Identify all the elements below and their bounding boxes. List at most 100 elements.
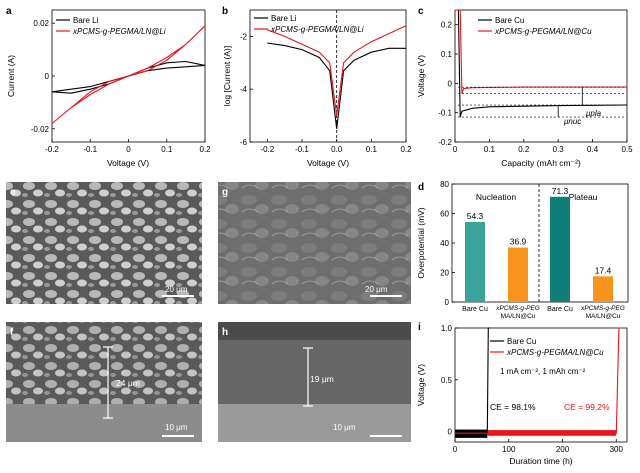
bar-label-d-1: 36.9	[510, 237, 527, 247]
xlabel-i: Duration time (h)	[509, 456, 572, 466]
legend-label-c0: Bare Cu	[495, 16, 524, 25]
panel-letter-d: d	[418, 182, 424, 193]
xtick-label-i-ticks-2: 200	[556, 445, 570, 454]
series-coated-li-b	[267, 25, 407, 116]
plot-frame-b	[249, 9, 407, 143]
legend-label-b0: Bare Li	[271, 14, 297, 23]
panel-letter-g: g	[222, 187, 228, 198]
xtick-label-b-ticks-4: 0.2	[400, 145, 412, 154]
xtick-label-i-ticks-1: 100	[502, 445, 516, 454]
group-label-plateau: Plateau	[569, 192, 598, 202]
xtick-label-c-ticks-1: 0.1	[484, 145, 496, 154]
annotation-mu-nuc: μnuc	[563, 117, 581, 126]
series-coated-cu-c	[455, 9, 627, 94]
series-coated-li-a	[51, 25, 206, 124]
xlabel-b: Voltage (V)	[307, 158, 349, 168]
category-label-d2: Bare Cu	[547, 306, 573, 313]
bar-label-d-0: 54.3	[467, 211, 484, 221]
annotation-mu-pla: μpla	[585, 109, 602, 118]
plot-frame-c	[454, 9, 628, 143]
scale-label-g: 20 μm	[365, 285, 388, 294]
sem-image-g	[218, 182, 411, 304]
bar-d-3	[593, 276, 613, 302]
xlabel-a: Voltage (V)	[107, 158, 149, 168]
xlabel-c: Capacity (mAh cm⁻²)	[501, 158, 581, 168]
xtick-label-b-ticks-0: -0.2	[260, 145, 274, 154]
ytick-label-d-4: 80	[440, 180, 449, 189]
category-label-d1a: xPCMS-g-PEG	[495, 305, 540, 312]
xtick-label-b-ticks-3: 0.1	[366, 145, 378, 154]
series-coated-cu-i	[455, 327, 622, 434]
panel-d: d Nucleation Plateau 54.3 36.9 71.3 17.4 0 2…	[416, 180, 629, 320]
ytick-label-i-ticks-1: 0.5	[441, 376, 453, 385]
ytick-label-d-3: 60	[440, 210, 449, 219]
ytick-label-c-ticks-2: 0	[448, 79, 453, 88]
ytick-label-i-ticks-0: 1.0	[441, 324, 453, 333]
sem-image-f-top	[6, 322, 202, 404]
panel-letter-f: f	[10, 327, 14, 338]
ylabel-i: Voltage (V)	[416, 364, 426, 406]
panel-letter-c: c	[418, 6, 424, 17]
ytick-label-i-ticks-2: 0	[448, 428, 453, 437]
series-bare-cu-i	[455, 327, 490, 435]
xtick-label-c-ticks-3: 0.3	[553, 145, 565, 154]
bar-d-1	[508, 247, 528, 302]
ytick-label-b-ticks-1: -4	[240, 85, 248, 94]
plot-frame-i	[454, 327, 628, 443]
category-label-d3b: MA/LN@Cu	[586, 313, 621, 320]
xtick-label-a-ticks-2: 0	[126, 145, 131, 154]
scale-label-e: 20 μm	[165, 285, 188, 294]
scale-label-h: 10 μm	[333, 423, 356, 432]
ytick-label-d-1: 20	[440, 269, 449, 278]
ytick-label-c-ticks-3: -0.1	[438, 109, 452, 118]
sem-images: e g f h 20 μm 20 μm 10 μm 10 μm 24 μm 19…	[6, 182, 411, 442]
ytick-label-a-ticks-1: 0	[45, 72, 50, 81]
panel-a: a -0.2 -0.1 0 0.1 0.20.020-0.02 Voltage (V) …	[6, 6, 211, 168]
xtick-label-b-ticks-1: -0.1	[295, 145, 309, 154]
bar-label-d-2: 71.3	[552, 186, 569, 196]
bar-label-d-3: 17.4	[595, 265, 612, 275]
panel-i: i 0 100 200 300 1.0 0.5 0 Duration time (h) Vo…	[416, 322, 628, 466]
thickness-label-h: 19 μm	[310, 374, 334, 384]
panel-b: b -0.2 -0.1 0.0 0.1 0.2 -2 -4 -6 Voltage (V) lo…	[222, 6, 412, 168]
xtick-label-b-ticks-2: 0.0	[331, 145, 343, 154]
ytick-label-c-ticks-1: 0.1	[441, 50, 453, 59]
xtick-label-c-ticks-0: 0	[453, 145, 458, 154]
series-bare-li-a	[51, 60, 206, 94]
ylabel-d: Overpotential (mV)	[416, 207, 426, 278]
xtick-label-a-ticks-0: -0.2	[45, 145, 59, 154]
xtick-label-i-ticks-0: 0	[453, 445, 458, 454]
panel-letter-a: a	[6, 6, 12, 17]
ce-label-coated: CE = 99.2%	[564, 402, 610, 412]
ytick-label-c-ticks-4: -0.2	[438, 138, 452, 147]
sem-image-e	[6, 182, 202, 304]
ytick-label-a-ticks-2: -0.02	[31, 125, 50, 134]
ylabel-b: log [Current (A)]	[222, 46, 232, 106]
ytick-label-d-0: 0	[445, 298, 450, 307]
xtick-label-a-ticks-4: 0.2	[199, 145, 211, 154]
series-bare-li-b	[267, 42, 406, 129]
panel-letter-b: b	[222, 6, 228, 17]
sem-image-h-layer	[218, 340, 411, 404]
xtick-label-c-ticks-5: 0.5	[621, 145, 633, 154]
category-label-d3a: xPCMS-g-PEG	[580, 305, 625, 312]
ytick-label-a-ticks-0: 0.02	[33, 19, 49, 28]
bar-d-0	[465, 221, 485, 302]
ylabel-c: Voltage (V)	[416, 55, 426, 97]
ytick-label-b-ticks-2: -6	[240, 138, 248, 147]
legend-label-i0: Bare Cu	[507, 337, 536, 346]
legend-label-a1: xPCMS-g-PEGMA/LN@Li	[72, 27, 166, 36]
ytick-label-c-ticks-0: 0.2	[441, 21, 453, 30]
panel-letter-e: e	[10, 187, 16, 198]
thickness-label-f: 24 μm	[116, 378, 140, 388]
ylabel-a: Current (A)	[6, 55, 16, 97]
legend-label-i1: xPCMS-g-PEGMA/LN@Cu	[506, 348, 604, 357]
xtick-label-a-ticks-3: 0.1	[161, 145, 173, 154]
category-label-d1b: MA/LN@Cu	[501, 313, 536, 320]
ytick-label-b-ticks-0: -2	[240, 32, 248, 41]
legend-label-b1: xPCMS-g-PEGMA/LN@Li	[270, 25, 364, 34]
scale-label-f: 10 μm	[165, 423, 188, 432]
legend-label-a0: Bare Li	[73, 16, 99, 25]
xtick-label-a-ticks-1: -0.1	[83, 145, 97, 154]
